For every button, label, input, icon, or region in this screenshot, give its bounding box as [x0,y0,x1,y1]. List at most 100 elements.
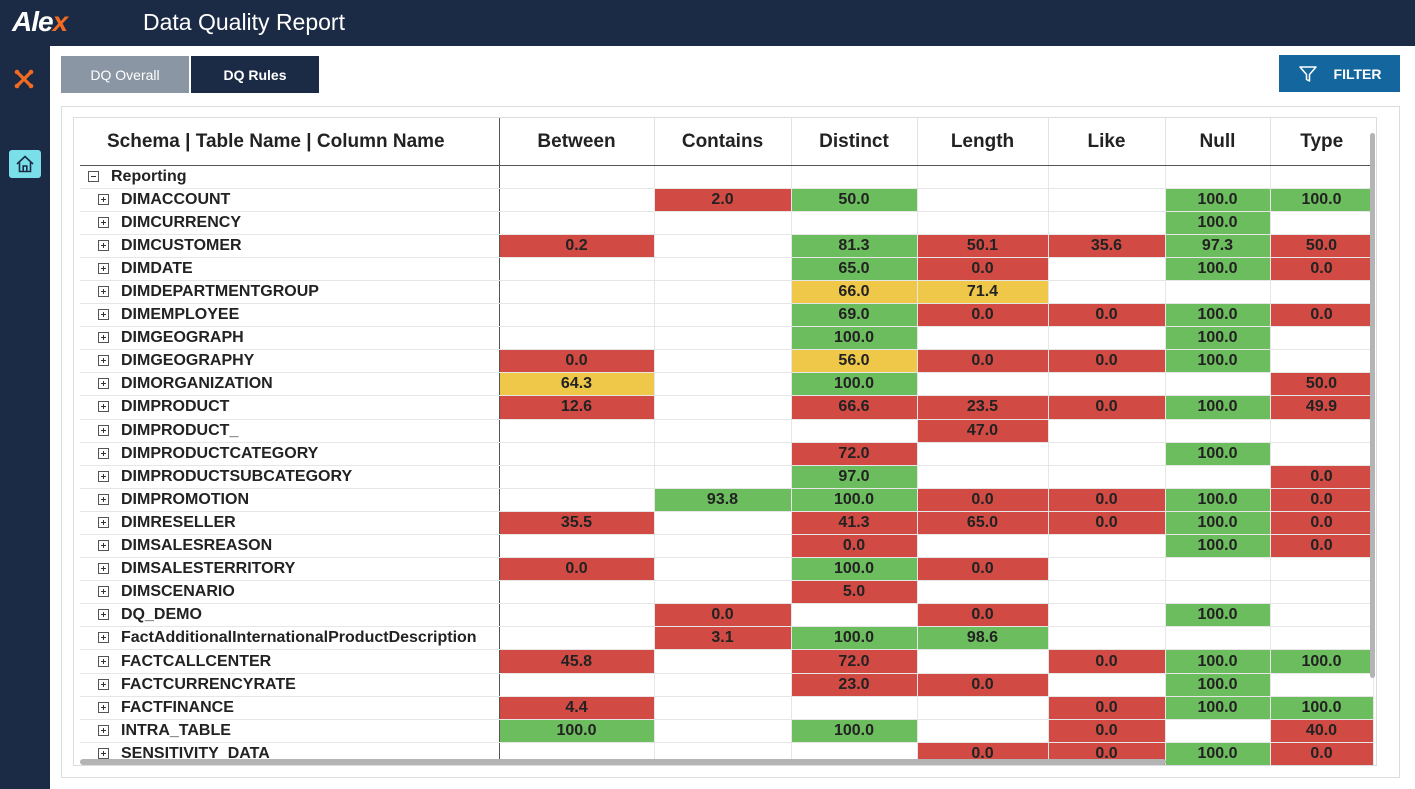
value-cell: 47.0 [917,419,1049,443]
expand-icon[interactable] [98,747,109,759]
value-cell [1165,419,1271,443]
value-cell: 0.0 [917,603,1049,628]
row-name-cell[interactable]: DIMACCOUNT [80,188,500,212]
table-row: FACTFINANCE 4.4 0.0 100.0 100.0 [80,696,1374,720]
row-name-cell[interactable]: FACTCALLCENTER [80,649,500,674]
expand-icon[interactable] [98,678,109,690]
row-name-cell[interactable]: DIMDEPARTMENTGROUP [80,280,500,305]
row-name-cell[interactable]: DIMGEOGRAPHY [80,349,500,374]
expand-icon[interactable] [98,193,109,205]
expand-icon[interactable] [98,470,109,482]
expand-icon[interactable] [98,701,109,713]
expand-icon[interactable] [98,239,109,251]
expand-icon[interactable] [98,216,109,228]
value-cell: 41.3 [791,511,918,536]
value-cell [499,280,655,305]
row-name-cell[interactable]: DIMORGANIZATION [80,372,500,397]
value-cell [1048,673,1166,697]
row-name-cell[interactable]: DIMPRODUCT_ [80,419,500,443]
row-name-cell[interactable]: FactAdditionalInternationalProductDescri… [80,626,500,651]
expand-icon[interactable] [98,447,109,459]
expand-icon[interactable] [98,563,109,575]
value-cell: 0.0 [917,488,1049,512]
column-header[interactable]: Schema | Table Name | Column Name [80,118,500,166]
home-button[interactable] [9,150,41,178]
value-cell: 100.0 [1165,488,1271,512]
row-name-cell[interactable]: FACTFINANCE [80,696,500,720]
row-label: FACTFINANCE [121,698,234,716]
value-cell [499,165,655,189]
expand-icon[interactable] [98,378,109,390]
row-label: SENSITIVITY_DATA [121,744,270,762]
value-cell: 35.5 [499,511,655,536]
row-name-cell[interactable]: DIMPRODUCT [80,395,500,420]
row-name-cell[interactable]: DIMSALESTERRITORY [80,557,500,582]
row-name-cell[interactable]: DIMDATE [80,257,500,281]
row-name-cell[interactable]: DIMSALESREASON [80,534,500,559]
row-name-cell[interactable]: DIMPRODUCTSUBCATEGORY [80,465,500,489]
filter-button[interactable]: FILTER [1279,55,1400,92]
alex-x-icon[interactable] [13,68,35,90]
tab-dq-rules[interactable]: DQ Rules [191,56,319,93]
expand-icon[interactable] [98,332,109,344]
collapse-icon[interactable] [88,170,99,182]
row-name-cell[interactable]: DIMCURRENCY [80,211,500,235]
expand-icon[interactable] [98,516,109,528]
row-name-cell[interactable]: FACTCURRENCYRATE [80,673,500,697]
expand-icon[interactable] [98,724,109,736]
row-label: DIMSALESREASON [121,537,273,555]
row-name-cell[interactable]: DIMPRODUCTCATEGORY [80,442,500,466]
value-cell: 66.6 [791,395,918,420]
value-cell: 50.0 [791,188,918,212]
column-header[interactable]: Between [499,118,655,166]
expand-icon[interactable] [98,262,109,274]
value-cell: 5.0 [791,580,918,605]
expand-icon[interactable] [98,309,109,321]
row-name-cell[interactable]: DIMGEOGRAPH [80,326,500,351]
value-cell: 100.0 [1165,257,1271,281]
value-cell [917,696,1049,720]
expand-icon[interactable] [98,655,109,667]
column-header[interactable]: Type [1270,118,1373,166]
value-cell [917,465,1049,489]
expand-icon[interactable] [98,586,109,598]
expand-icon[interactable] [98,493,109,505]
column-header[interactable]: Contains [654,118,792,166]
alex-logo[interactable]: Alex [12,6,68,38]
row-name-cell[interactable]: INTRA_TABLE [80,719,500,743]
row-name-cell[interactable]: DIMEMPLOYEE [80,303,500,328]
row-label: DIMDEPARTMENTGROUP [121,283,319,301]
row-label: INTRA_TABLE [121,721,231,739]
value-cell: 100.0 [1165,603,1271,628]
value-cell: 100.0 [1165,303,1271,328]
value-cell [1048,442,1166,466]
value-cell: 100.0 [791,488,918,512]
group-cell[interactable]: Reporting [80,165,500,189]
tab-dq-overall[interactable]: DQ Overall [61,56,189,93]
row-name-cell[interactable]: DIMRESELLER [80,511,500,536]
expand-icon[interactable] [98,540,109,552]
vertical-scrollbar[interactable] [1370,133,1375,678]
expand-icon[interactable] [98,424,109,436]
value-cell [917,719,1049,743]
column-header[interactable]: Length [917,118,1049,166]
row-name-cell[interactable]: DIMPROMOTION [80,488,500,512]
expand-icon[interactable] [98,632,109,644]
expand-icon[interactable] [98,355,109,367]
expand-icon[interactable] [98,286,109,298]
value-cell [1270,326,1374,351]
value-cell: 0.0 [791,534,918,559]
table-row: FACTCALLCENTER 45.8 72.0 0.0 100.0 100.0 [80,649,1374,674]
column-header[interactable]: Like [1048,118,1166,166]
row-name-cell[interactable]: DIMSCENARIO [80,580,500,605]
row-name-cell[interactable]: DQ_DEMO [80,603,500,628]
value-cell: 0.0 [1270,465,1374,489]
expand-icon[interactable] [98,609,109,621]
horizontal-scrollbar[interactable] [80,759,1166,765]
column-header[interactable]: Distinct [791,118,918,166]
column-header[interactable]: Null [1165,118,1271,166]
value-cell: 100.0 [1165,649,1271,674]
expand-icon[interactable] [98,401,109,413]
row-name-cell[interactable]: DIMCUSTOMER [80,234,500,258]
value-cell: 0.0 [1048,511,1166,536]
